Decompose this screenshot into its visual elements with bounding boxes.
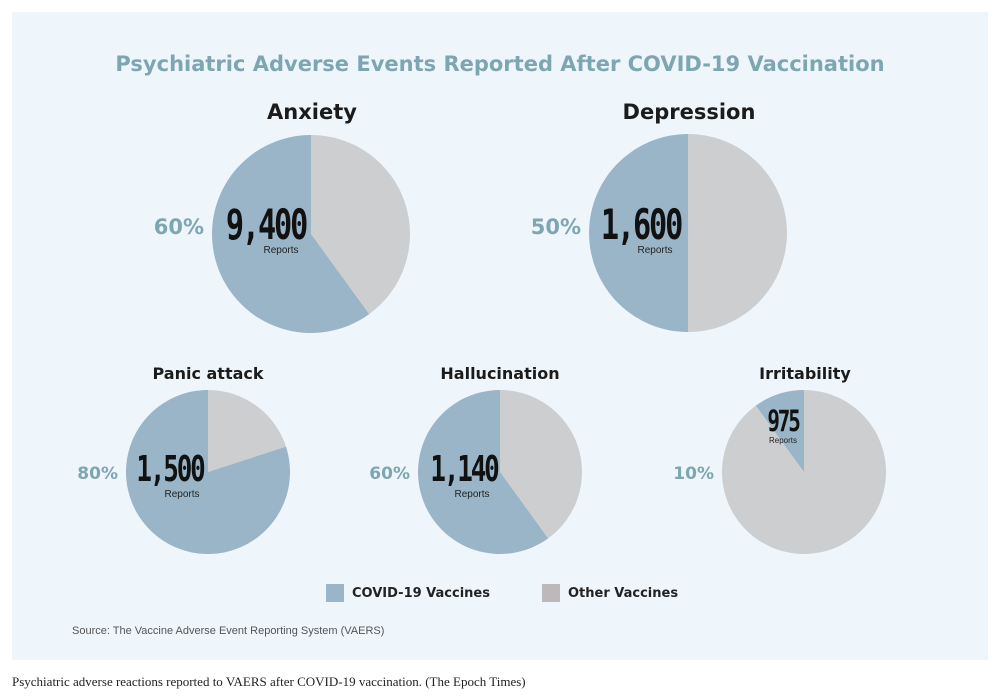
image-caption: Psychiatric adverse reactions reported t… [12,674,526,689]
count-anxiety: 9,400 [225,200,308,249]
reports-label-anxiety: Reports [263,245,299,256]
pie-slice-other-anxiety [311,135,410,315]
pie-slice-covid-irritability [755,390,804,472]
pie-title-panic-attack: Panic attack [152,364,264,383]
pie-slice-covid-hallucination [417,390,549,554]
legend-swatch-covid [326,584,344,602]
pct-label-irritability: 10% [673,464,714,484]
count-depression: 1,600 [600,200,683,249]
pie-slice-other-depression [688,134,787,332]
pie-slice-other-panic-attack [208,390,286,472]
pie-slice-covid-depression [589,134,688,332]
pie-charts [125,134,886,554]
pie-title-depression: Depression [622,100,756,124]
count-hallucination: 1,140 [430,449,499,490]
pie-slice-covid-anxiety [211,135,370,333]
pie-title-hallucination: Hallucination [440,364,560,383]
pie-title-anxiety: Anxiety [267,100,357,124]
count-panic-attack: 1,500 [136,449,205,490]
chart-title: Psychiatric Adverse Events Reported Afte… [115,52,885,76]
legend-label-other: Other Vaccines [568,585,679,601]
legend-label-covid: COVID-19 Vaccines [352,585,490,601]
source-note: Source: The Vaccine Adverse Event Report… [72,625,385,637]
pct-label-hallucination: 60% [369,464,410,484]
infographic-panel: Psychiatric Adverse Events Reported Afte… [12,12,988,660]
pct-label-anxiety: 60% [153,215,204,239]
reports-label-depression: Reports [637,245,673,256]
count-irritability: 975 [767,404,800,438]
reports-label-hallucination: Reports [454,489,490,500]
legend: COVID-19 Vaccines Other Vaccines [12,584,988,608]
reports-label-irritability: Reports [768,436,797,445]
legend-item-other: Other Vaccines [542,584,678,602]
legend-item-covid: COVID-19 Vaccines [326,584,490,602]
pct-label-panic-attack: 80% [77,464,118,484]
pct-label-depression: 50% [530,215,581,239]
pie-slice-other-hallucination [500,390,582,539]
pie-title-irritability: Irritability [759,364,851,383]
pie-slice-covid-panic-attack [125,390,290,554]
reports-label-panic-attack: Reports [164,489,200,500]
legend-swatch-other [542,584,560,602]
